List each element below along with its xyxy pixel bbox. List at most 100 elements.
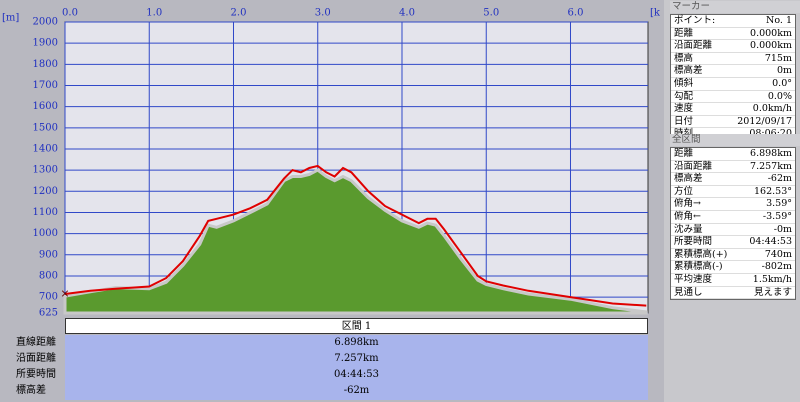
info-value: -3.59° [762, 210, 792, 222]
info-row: 標高差 -62m [671, 173, 795, 186]
y-unit: [m] [2, 13, 19, 24]
row-label: 直線距離 [16, 337, 56, 348]
info-row: 累積標高(-) -802m [671, 261, 795, 274]
y-tick-label: 625 [39, 308, 58, 319]
info-label: 累積標高(+) [674, 248, 728, 260]
info-label: 速度 [674, 103, 694, 115]
info-row: 沿面距離 0.000km [671, 40, 795, 53]
info-label: 勾配 [674, 90, 694, 102]
section-body [65, 335, 648, 400]
info-value: -62m [767, 173, 792, 185]
info-label: 累積標高(-) [674, 261, 723, 273]
info-row: 累積標高(+) 740m [671, 249, 795, 262]
info-table: 距離 6.898km 沿面距離 7.257km 標高差 -62m 方位 162.53° 俯角→ 3… [670, 147, 796, 301]
y-tick-label: 1300 [33, 165, 58, 176]
info-value: 0.000km [750, 27, 792, 39]
info-value: 0.0° [772, 77, 792, 89]
info-label: 沈み量 [674, 223, 703, 235]
y-tick-label: 800 [39, 270, 58, 281]
info-value: 0.0km/h [752, 103, 792, 115]
info-row: 標高 715m [671, 53, 795, 66]
y-tick-label: 700 [39, 292, 58, 303]
terrain-area [63, 168, 648, 315]
info-value: 0.000km [750, 40, 792, 52]
y-tick-label: 1400 [33, 143, 58, 154]
y-tick-label: 1800 [33, 59, 58, 70]
info-value: 0m [776, 65, 792, 77]
x-tick-label: 5.0 [483, 8, 499, 19]
info-label: 標高差 [674, 173, 703, 185]
info-label: ポイント: [674, 15, 716, 26]
info-label: 俯角← [674, 210, 701, 222]
info-row: 平均速度 1.5km/h [671, 274, 795, 287]
info-row: 標高差 0m [671, 65, 795, 78]
info-row: 沿面距離 7.257km [671, 161, 795, 174]
y-tick-label: 2000 [33, 17, 58, 28]
info-row: 勾配 0.0% [671, 91, 795, 104]
info-value: -0m [773, 223, 792, 235]
info-row: 俯角→ 3.59° [671, 198, 795, 211]
info-value: -802m [761, 261, 792, 273]
y-tick-label: 1500 [33, 122, 58, 133]
x-tick-label: 3.0 [315, 8, 331, 19]
info-row: 日付 2012/09/17 [671, 116, 795, 129]
info-label: 沿面距離 [674, 160, 713, 172]
info-value: No. 1 [766, 15, 792, 26]
info-label: 標高差 [674, 65, 703, 77]
info-value: 3.59° [766, 198, 792, 210]
info-label: 平均速度 [674, 273, 713, 285]
x-tick-label: 4.0 [399, 8, 415, 19]
info-value: 6.898km [750, 148, 792, 159]
info-value: 740m [764, 248, 792, 260]
info-label: 距離 [674, 148, 694, 159]
info-value: 04:44:53 [749, 236, 792, 248]
info-value: 0.0% [767, 90, 792, 102]
row-label: 沿面距離 [16, 353, 56, 364]
info-row: 速度 0.0km/h [671, 103, 795, 116]
x-tick-label: 0.0 [62, 8, 78, 19]
info-label: 日付 [674, 115, 694, 127]
x-tick-label: 2.0 [231, 8, 247, 19]
info-label: 方位 [674, 185, 694, 197]
section-header: 区間 1 [65, 318, 648, 334]
y-tick-label: 1000 [33, 228, 58, 239]
info-row: 方位 162.53° [671, 186, 795, 199]
info-value: 2012/09/17 [737, 115, 792, 127]
y-tick-label: 1900 [33, 38, 58, 49]
info-label: 俯角→ [674, 198, 701, 210]
info-label: 見通し [674, 286, 703, 298]
info-label: 沿面距離 [674, 40, 713, 52]
x-tick-label: 1.0 [146, 8, 162, 19]
info-value: 見えます [753, 286, 792, 298]
info-value: 7.257km [750, 160, 792, 172]
info-label: 傾斜 [674, 77, 694, 89]
info-label: 距離 [674, 27, 694, 39]
info-row: 見通し 見えます [671, 287, 795, 300]
info-label: 所要時間 [674, 236, 713, 248]
y-tick-label: 1100 [33, 207, 58, 218]
info-value: 1.5km/h [752, 273, 792, 285]
info-row: 所要時間 04:44:53 [671, 236, 795, 249]
x-tick-label: 6.0 [568, 8, 584, 19]
row-value: 6.898km [334, 337, 379, 348]
y-tick-label: 1700 [33, 80, 58, 91]
info-row: 俯角← -3.59° [671, 211, 795, 224]
info-label: 時刻 [674, 128, 693, 140]
info-row: 距離 0.000km [671, 28, 795, 41]
panel-header: マーカー [670, 1, 800, 13]
start-marker: × [60, 287, 69, 300]
chart: [m] [km] 625 700 800 900 1000 1100 1200 1300 140… [2, 8, 660, 319]
info-value: 08:06:20 [749, 128, 792, 140]
row-value: 04:44:53 [334, 369, 379, 380]
y-tick-label: 1200 [33, 186, 58, 197]
row-value: 7.257km [334, 353, 379, 364]
row-label: 標高差 [16, 385, 46, 396]
row-value: -62m [343, 385, 370, 396]
panel-header: 全区間 [670, 134, 800, 146]
info-table: ポイント: No. 1 距離 0.000km 沿面距離 0.000km 標高 715m 標高差 0… [670, 14, 796, 142]
info-row: ポイント: No. 1 [671, 15, 795, 28]
x-unit: [km] [650, 8, 660, 19]
route-line [64, 164, 647, 307]
y-tick-label: 1600 [33, 101, 58, 112]
